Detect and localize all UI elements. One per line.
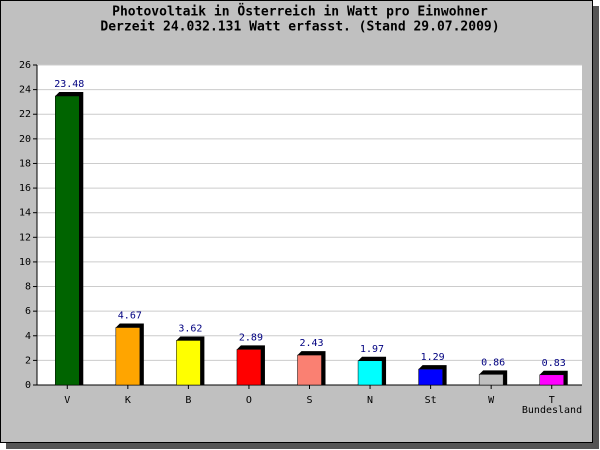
x-tick-label: W	[488, 395, 495, 406]
value-label: 4.67	[118, 311, 142, 322]
y-tick-label: 18	[19, 158, 31, 169]
x-tick-label: T	[549, 395, 555, 406]
bar	[478, 374, 504, 386]
bar-shadow	[479, 370, 508, 385]
y-tick-label: 0	[25, 380, 31, 391]
bar	[176, 340, 201, 386]
x-tick-label: K	[125, 395, 131, 406]
value-label: 0.86	[481, 357, 505, 368]
chart-subtitle: Derzeit 24.032.131 Watt erfasst. (Stand …	[100, 20, 499, 35]
value-label: 23.48	[54, 79, 84, 90]
chart-title: Photovoltaik in Österreich in Watt pro E…	[112, 4, 488, 20]
y-tick-label: 6	[25, 306, 31, 317]
x-tick-label: V	[64, 395, 70, 406]
bar-shadow	[358, 356, 387, 385]
x-tick-label: St	[425, 395, 437, 406]
y-tick-label: 16	[19, 183, 31, 194]
y-tick-label: 12	[19, 232, 31, 243]
value-label: 3.62	[178, 323, 202, 334]
y-tick-label: 26	[19, 60, 31, 71]
y-tick-label: 2	[25, 355, 31, 366]
bar-shadow	[297, 351, 326, 385]
bar-shadow	[176, 336, 205, 385]
y-tick-label: 24	[19, 85, 31, 96]
x-axis-label: Bundesland	[522, 405, 582, 416]
y-tick-label: 22	[19, 109, 31, 120]
bar-shadow	[115, 323, 144, 385]
x-tick-label: S	[306, 395, 312, 406]
bar	[539, 374, 564, 386]
bar	[236, 349, 262, 386]
y-tick-label: 20	[19, 134, 31, 145]
bar-shadow	[55, 92, 84, 385]
x-tick-label: O	[246, 395, 252, 406]
bar	[357, 360, 383, 386]
y-tick-label: 10	[19, 257, 31, 268]
bar-shadow	[539, 370, 568, 385]
bar	[55, 95, 80, 386]
value-label: 2.43	[299, 338, 323, 349]
bar	[297, 354, 322, 386]
x-tick-label: B	[185, 395, 191, 406]
value-label: 1.29	[421, 352, 445, 363]
x-tick-label: N	[367, 395, 373, 406]
y-tick-label: 14	[19, 208, 31, 219]
y-tick-label: 8	[25, 282, 31, 293]
bar	[418, 368, 443, 386]
bar	[115, 327, 141, 386]
value-label: 2.89	[239, 332, 263, 343]
value-label: 0.83	[542, 358, 566, 369]
y-tick-label: 4	[25, 331, 31, 342]
value-label: 1.97	[360, 344, 384, 355]
